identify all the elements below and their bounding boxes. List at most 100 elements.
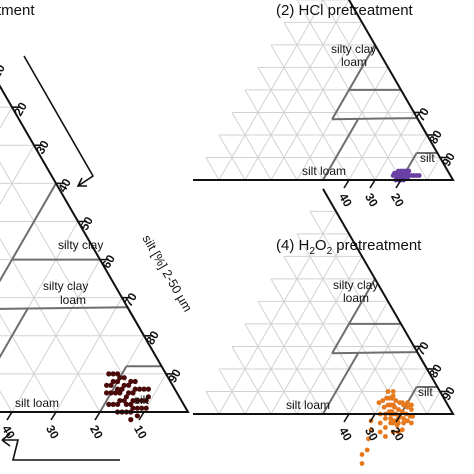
class-label-silty-clay-loam-1: silty clay xyxy=(43,279,88,293)
class-boundary xyxy=(99,365,128,413)
data-point xyxy=(377,420,383,426)
data-point xyxy=(409,420,414,426)
bottom-tick-mark xyxy=(50,411,57,421)
data-point xyxy=(110,401,116,407)
bottom-tick-label: 30 xyxy=(362,191,381,210)
data-point xyxy=(390,429,396,435)
bottom-tick-label: 40 xyxy=(336,425,355,444)
panel-2-silt-loam: silt loam xyxy=(302,164,346,178)
bottom-tick-mark xyxy=(138,411,145,421)
class-boundary xyxy=(0,308,29,359)
data-point xyxy=(143,398,149,404)
data-point xyxy=(390,420,396,426)
data-point xyxy=(128,417,134,423)
data-point xyxy=(123,394,129,400)
data-point xyxy=(396,429,401,435)
data-point xyxy=(399,409,405,415)
data-point xyxy=(126,390,132,396)
data-point xyxy=(139,398,145,404)
grid-line xyxy=(283,22,376,181)
panel-2-triangle: 70 80 90 40 30 20 (2) HCl pretreatment silty… xyxy=(193,0,458,210)
grid-line xyxy=(0,161,145,413)
data-point xyxy=(397,170,403,176)
silt-tick-label: 90 xyxy=(165,366,184,385)
class-label-silt: silt xyxy=(134,393,149,407)
panel-4-class-boundaries xyxy=(322,278,438,415)
grid-line xyxy=(426,157,441,181)
silt-direction-arrow xyxy=(23,55,95,187)
silt-tick-label: 90 xyxy=(439,384,458,403)
bottom-tick-label: 30 xyxy=(362,425,381,444)
class-boundary xyxy=(332,117,418,121)
data-point xyxy=(121,382,127,388)
data-point xyxy=(110,371,116,377)
data-point xyxy=(130,390,136,396)
triangle-frame xyxy=(193,0,455,181)
class-boundary xyxy=(322,118,359,181)
bottom-tick-label: 20 xyxy=(388,425,407,444)
panel-4-title-mid: O xyxy=(315,237,327,254)
class-label-silty-clay-loam-2: loam xyxy=(60,293,86,307)
data-point xyxy=(110,378,116,385)
data-point xyxy=(409,402,414,408)
grid-line xyxy=(257,67,324,181)
silt-tick-label: 60 xyxy=(99,252,118,271)
grid-line xyxy=(205,391,220,415)
data-point xyxy=(390,173,396,178)
silt-tick-label: 90 xyxy=(439,150,458,169)
panel-4-frame xyxy=(193,188,455,415)
panel-2-title: (2) HCl pretreatment xyxy=(276,2,414,19)
data-point xyxy=(396,407,401,412)
data-point xyxy=(130,398,136,404)
panel-1-scatter xyxy=(104,371,151,423)
data-point xyxy=(383,425,388,430)
data-point xyxy=(359,452,365,457)
bottom-tick-mark xyxy=(369,179,376,189)
grid-line xyxy=(205,157,220,181)
panel-2-frame xyxy=(193,0,455,181)
panel-2-class-boundaries xyxy=(322,44,438,181)
silt-tick-label: 80 xyxy=(426,127,445,146)
data-point xyxy=(123,401,129,407)
grid-line xyxy=(270,256,363,415)
panel-2-silt: silt xyxy=(420,151,435,165)
data-point xyxy=(366,436,371,442)
triangle-frame xyxy=(0,84,190,413)
panel-4-silt-ticks: 70 80 90 xyxy=(413,339,458,403)
panel-2-grid xyxy=(205,0,441,181)
silt-tick-label: 10 xyxy=(0,61,8,80)
silt-tick-label: 70 xyxy=(413,339,432,358)
data-point xyxy=(119,386,125,392)
triangle-frame xyxy=(193,188,455,415)
data-point xyxy=(405,400,410,406)
grid-line xyxy=(218,211,337,415)
data-point xyxy=(385,389,391,394)
data-point xyxy=(405,418,410,424)
data-point xyxy=(108,390,114,396)
class-label-silty-clay: silty clay xyxy=(58,238,103,252)
data-point xyxy=(106,371,112,377)
bottom-tick-mark xyxy=(395,413,402,423)
grid-line xyxy=(143,373,167,413)
grid-line xyxy=(218,0,324,181)
silt-tick-label: 40 xyxy=(55,176,74,195)
bottom-tick-mark xyxy=(395,179,402,189)
data-point xyxy=(405,175,410,181)
bottom-tick-mark xyxy=(6,411,13,421)
data-point xyxy=(128,401,134,407)
data-point xyxy=(141,386,147,392)
grid-line xyxy=(55,297,123,413)
bottom-tick-label: 20 xyxy=(388,191,407,210)
bottom-tick-mark xyxy=(343,179,350,189)
data-point xyxy=(115,386,121,392)
panel-4-title: (4) H2O2 pretreatment xyxy=(276,237,422,257)
silt-axis-label: silt [%] 2-50 µm xyxy=(139,233,194,315)
bottom-tick-label: 40 xyxy=(336,191,355,210)
data-point xyxy=(405,170,410,176)
data-point xyxy=(128,378,134,385)
grid-line xyxy=(0,145,35,206)
panel-4-scatter xyxy=(359,389,416,466)
